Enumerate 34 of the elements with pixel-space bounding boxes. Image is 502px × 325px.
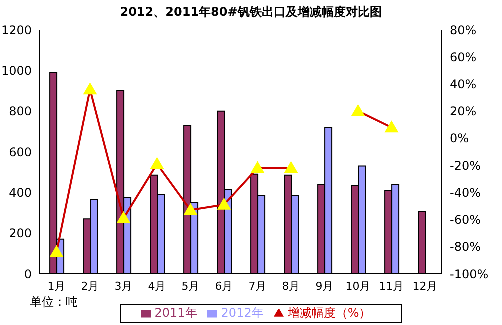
y-tick-label: 800 <box>9 104 32 119</box>
x-tick-label: 3月 <box>114 280 133 293</box>
y2-tick-label: -20% <box>450 158 482 173</box>
y2-tick-label: 0% <box>450 132 470 146</box>
y2-tick-label: -60% <box>450 213 482 228</box>
y-tick-label: 1000 <box>1 64 32 78</box>
y-tick-label: 400 <box>9 186 32 200</box>
y2-tick-label: 40% <box>450 77 477 92</box>
y-tick-label: 0 <box>24 267 32 282</box>
y-tick-label: 1200 <box>1 23 32 38</box>
x-tick-label: 10月 <box>346 280 371 293</box>
x-tick-label: 9月 <box>316 280 334 293</box>
y2-tick-label: -100% <box>450 267 489 282</box>
y-tick-label: 200 <box>9 226 32 241</box>
y2-tick-label: 20% <box>450 104 477 119</box>
y2-tick-label: -80% <box>450 240 482 254</box>
y-tick-label: 600 <box>9 145 32 160</box>
x-tick-label: 8月 <box>282 280 300 293</box>
legend-label: 2012年 <box>221 306 264 320</box>
x-tick-label: 5月 <box>182 280 200 293</box>
legend-label: 增减幅度（%） <box>288 306 372 320</box>
x-tick-label: 11月 <box>379 280 404 293</box>
y2-tick-label: -40% <box>450 186 482 200</box>
y2-tick-label: 80% <box>450 23 477 38</box>
text: 单位：吨 <box>30 294 78 311</box>
legend-label: 2011年 <box>154 306 198 320</box>
x-tick-label: 2月 <box>81 280 100 293</box>
x-tick-label: 12月 <box>412 280 438 293</box>
x-tick-label: 4月 <box>148 280 166 293</box>
chart-title: 2012、2011年80#钒铁出口及增减幅度对比图 <box>119 4 383 21</box>
x-tick-label: 6月 <box>215 280 234 293</box>
x-tick-label: 1月 <box>48 280 66 293</box>
y2-tick-label: 60% <box>450 50 477 64</box>
x-tick-label: 7月 <box>248 280 267 293</box>
